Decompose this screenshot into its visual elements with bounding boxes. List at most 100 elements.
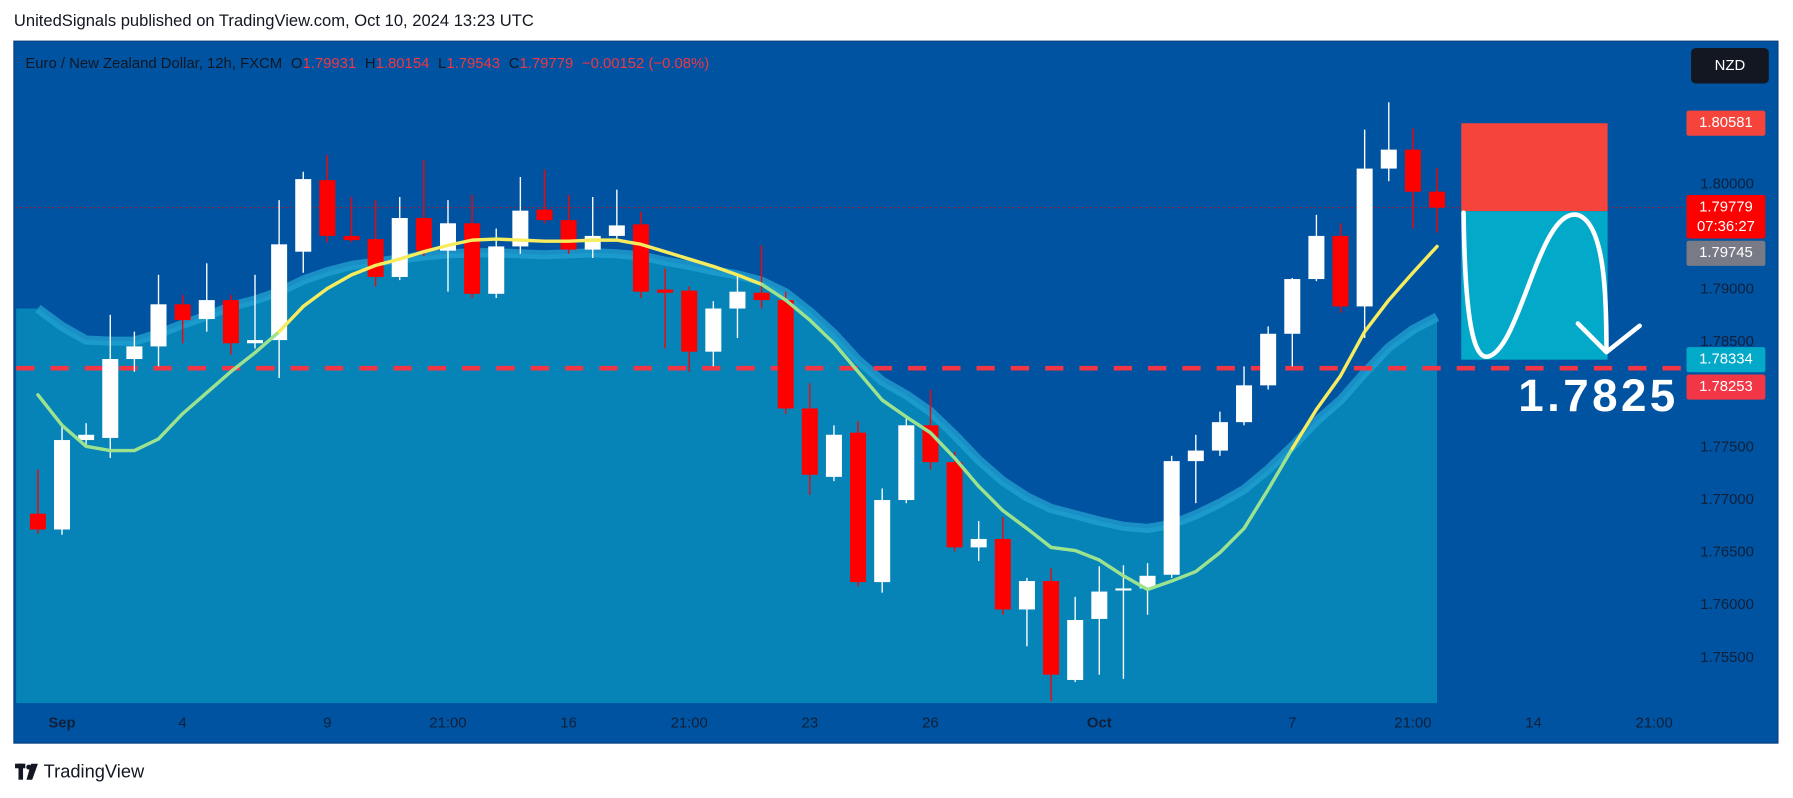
candle-body bbox=[536, 209, 553, 221]
logo-slash bbox=[26, 763, 38, 780]
candle-body bbox=[343, 235, 360, 241]
price-label-box bbox=[1686, 347, 1766, 373]
change: −0.00152 (−0.08%) bbox=[582, 56, 709, 72]
low-letter: L bbox=[438, 56, 446, 72]
x-tick-label: 16 bbox=[560, 716, 577, 732]
high-letter: H bbox=[365, 56, 376, 72]
candle-body bbox=[391, 218, 408, 277]
countdown: 07:36:27 bbox=[1697, 219, 1755, 235]
y-tick-label: 1.80000 bbox=[1700, 176, 1754, 192]
price-label: 1.79745 bbox=[1699, 245, 1753, 261]
candle-body bbox=[488, 246, 505, 294]
candle-body bbox=[1404, 149, 1421, 192]
brand: TradingView bbox=[15, 761, 145, 782]
x-tick-label: 21:00 bbox=[1394, 716, 1431, 732]
target-zone bbox=[1461, 211, 1608, 360]
candle-body bbox=[1018, 581, 1035, 610]
price-label-box bbox=[1686, 195, 1766, 239]
logo-stem bbox=[18, 763, 24, 780]
moving-average bbox=[301, 237, 764, 309]
x-tick-label: 21:00 bbox=[429, 716, 466, 732]
x-tick-label: 4 bbox=[179, 716, 187, 732]
candle-body bbox=[198, 300, 215, 320]
candle-body bbox=[1380, 149, 1397, 169]
candle-body bbox=[850, 432, 867, 583]
price-label: 1.80581 bbox=[1699, 115, 1753, 131]
brand-name: TradingView bbox=[44, 761, 145, 782]
price-label-box bbox=[1686, 374, 1766, 400]
ma-connector bbox=[759, 282, 788, 302]
candle-body bbox=[319, 180, 336, 236]
high-value: 1.80154 bbox=[376, 56, 430, 72]
moving-average bbox=[36, 329, 281, 453]
candle-body bbox=[1067, 619, 1084, 680]
candle-body bbox=[29, 513, 46, 530]
close-letter: C bbox=[509, 56, 520, 72]
candle-body bbox=[560, 220, 577, 250]
candle-body bbox=[1115, 588, 1132, 591]
candle-body bbox=[1284, 279, 1301, 334]
candle-body bbox=[994, 538, 1011, 610]
plot-area: 1.7825 bbox=[16, 102, 1684, 704]
y-tick-label: 1.77000 bbox=[1700, 492, 1754, 508]
x-tick-label: 21:00 bbox=[671, 716, 708, 732]
candle-body bbox=[1043, 581, 1060, 675]
candle-body bbox=[1236, 385, 1253, 423]
band-area bbox=[16, 252, 1438, 704]
candle-body bbox=[1260, 333, 1277, 386]
candle-body bbox=[825, 434, 842, 477]
candle-body bbox=[464, 223, 481, 294]
price-label-box bbox=[1686, 240, 1766, 266]
ma-connector bbox=[1290, 407, 1319, 451]
currency-label[interactable]: NZD bbox=[1715, 58, 1746, 74]
candle-body bbox=[78, 434, 95, 441]
candle-body bbox=[1187, 450, 1204, 462]
x-tick-label: 7 bbox=[1288, 716, 1296, 732]
candle-body bbox=[1332, 235, 1349, 307]
candle-body bbox=[1211, 422, 1228, 451]
open-letter: O bbox=[291, 56, 303, 72]
moving-average bbox=[783, 298, 1295, 592]
ma-connector bbox=[277, 304, 305, 334]
candle-body bbox=[946, 462, 963, 548]
stop-zone bbox=[1461, 123, 1608, 212]
candle-body bbox=[222, 300, 239, 344]
y-tick-label: 1.76000 bbox=[1700, 597, 1754, 613]
price-label: 1.78334 bbox=[1699, 352, 1753, 368]
candle-body bbox=[632, 224, 649, 292]
candle-body bbox=[367, 239, 384, 277]
legend-line: Euro / New Zealand Dollar, 12h, FXCM O 1.… bbox=[25, 56, 709, 72]
candle-body bbox=[174, 304, 191, 321]
annotation: 1.7825 bbox=[1518, 370, 1678, 421]
currency-button[interactable] bbox=[1691, 48, 1769, 84]
projection-arrow bbox=[1575, 321, 1642, 355]
price-label: 1.78253 bbox=[1699, 379, 1753, 395]
x-tick-label: Sep bbox=[48, 716, 75, 732]
symbol: Euro / New Zealand Dollar, 12h, FXCM bbox=[25, 56, 282, 72]
x-tick-label: 9 bbox=[323, 716, 331, 732]
candle-body bbox=[729, 291, 746, 309]
y-tick-label: 1.75500 bbox=[1700, 650, 1754, 666]
candle-body bbox=[584, 235, 601, 250]
candle-body bbox=[970, 538, 987, 548]
candle-body bbox=[753, 292, 770, 301]
low-value: 1.79543 bbox=[446, 56, 500, 72]
x-tick-label: 23 bbox=[802, 716, 819, 732]
candle-body bbox=[801, 408, 818, 475]
candle-body bbox=[1429, 191, 1446, 208]
y-tick-label: 1.76500 bbox=[1700, 545, 1754, 561]
candle-body bbox=[150, 304, 167, 347]
candle-body bbox=[681, 290, 698, 352]
candle-body bbox=[777, 300, 794, 409]
close-value: 1.79779 bbox=[519, 56, 573, 72]
candle-body bbox=[608, 225, 625, 236]
candle-body bbox=[1308, 235, 1325, 280]
candle-body bbox=[898, 425, 915, 501]
publisher-line: UnitedSignals published on TradingView.c… bbox=[14, 11, 534, 30]
y-tick-label: 1.79000 bbox=[1700, 281, 1754, 297]
candle-body bbox=[126, 346, 143, 360]
price-label: 1.79779 bbox=[1699, 200, 1753, 216]
candle-body bbox=[1356, 168, 1373, 307]
